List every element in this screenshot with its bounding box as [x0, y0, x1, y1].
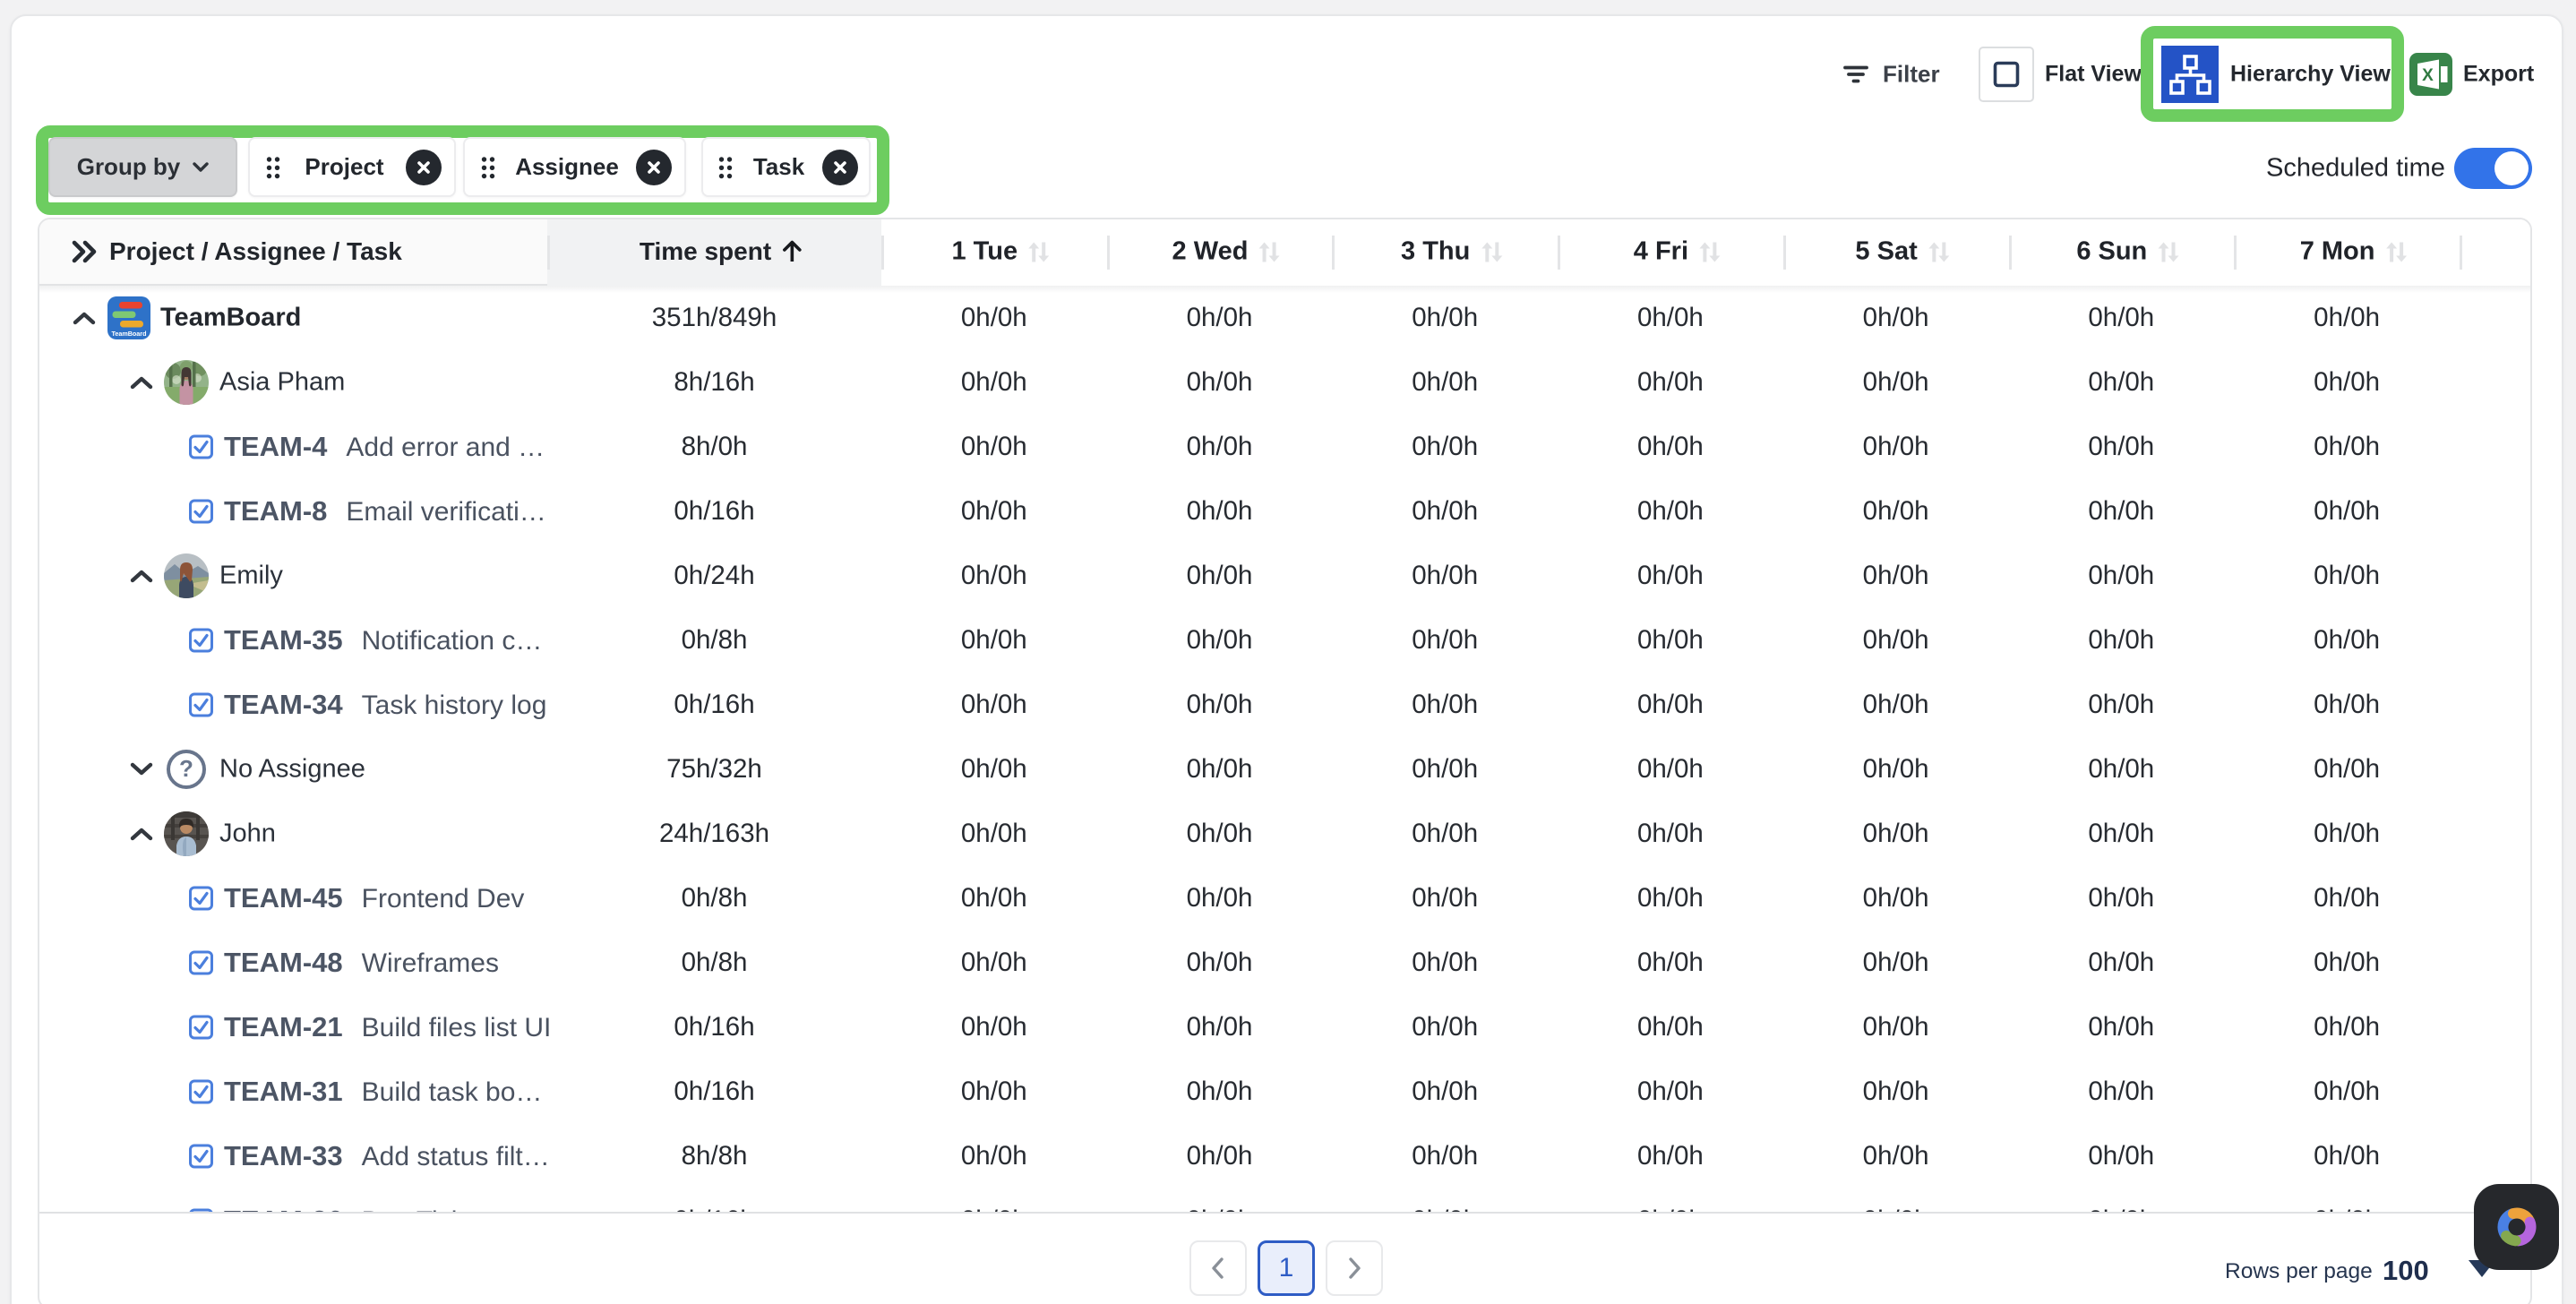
svg-text:X: X: [2422, 66, 2434, 85]
svg-text:?: ?: [179, 755, 193, 782]
svg-text:TeamBoard: TeamBoard: [111, 330, 146, 338]
